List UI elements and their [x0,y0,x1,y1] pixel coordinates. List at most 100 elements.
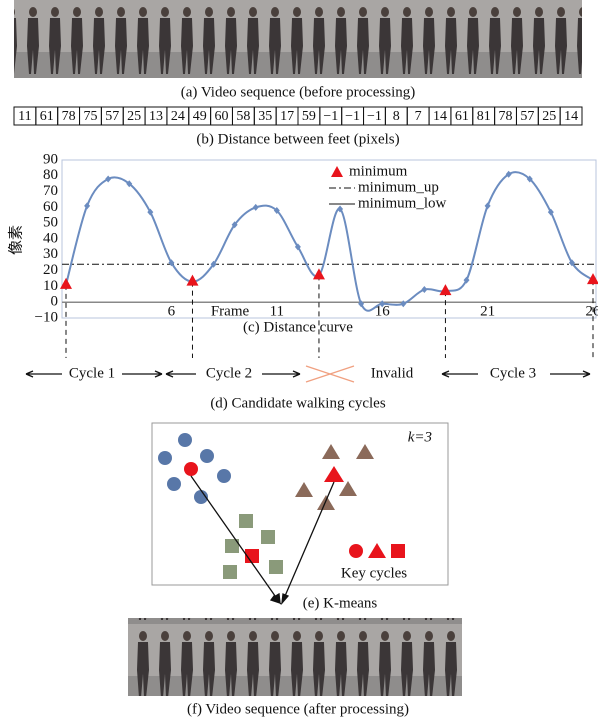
arrow [441,370,478,378]
y-tick-label: 80 [43,167,58,183]
cell-text: 8 [393,109,400,124]
caption-d: (d) Candidate walking cycles [210,395,386,411]
cell-text: 61 [40,109,54,124]
caption-f: (f) Video sequence (after processing) [187,701,409,717]
cell-text: 60 [215,109,229,124]
cell-text: 57 [105,109,119,124]
point-marker [294,243,301,251]
video-strip-after [128,618,462,696]
caption-a: (a) Video sequence (before processing) [181,84,416,100]
cycle-row [25,365,591,383]
cycle-label: Cycle 1 [69,365,115,381]
cell-text: 35 [258,109,272,124]
cell-text: 17 [280,109,294,124]
minimum-marker [439,284,452,296]
minimum-marker [186,274,199,286]
point-marker [484,202,491,210]
point-marker [252,203,259,211]
y-tick-label: 20 [43,262,58,278]
plot-frame [61,159,597,319]
cell-text: 75 [83,109,97,124]
point-marker [463,276,470,284]
cell-text: 24 [171,109,185,124]
point-marker [505,170,512,178]
y-tick-label: 60 [43,199,58,215]
arrow [165,370,196,378]
cell-text: 14 [433,109,447,124]
key-cycles-label: Key cycles [341,565,407,581]
minimum-marker [587,273,598,285]
y-tick-label: 70 [43,183,58,199]
point-marker [400,300,407,308]
arrow [262,370,301,378]
cell-text: −1 [367,109,382,124]
cycle-label: Invalid [371,365,414,381]
point-marker [168,259,175,267]
point-marker [231,221,238,229]
point-marker [273,207,280,215]
point-marker [568,259,575,267]
arrow [550,370,591,378]
y-tick-label: 90 [43,151,58,167]
cell-text: 78 [62,109,76,124]
point-marker [126,180,133,188]
cycle-label: Cycle 2 [206,365,252,381]
cell-text: 25 [542,109,556,124]
cell-text: 81 [477,109,491,124]
y-tick-label: 30 [43,246,58,262]
point-marker [379,300,386,308]
cell-text: 49 [193,109,207,124]
cell-text: 58 [236,109,250,124]
point-marker [147,208,154,216]
caption-e: (e) K-means [303,595,378,611]
kmeans-panel [151,422,449,606]
arrow [25,370,62,378]
cell-text: 59 [302,109,316,124]
cell-text: −1 [323,109,338,124]
cell-text: 13 [149,109,163,124]
arrow [122,370,163,378]
x-tick-label: 16 [375,303,391,319]
cell-text: −1 [345,109,360,124]
point-marker [337,205,344,213]
cell-text: 14 [564,109,578,124]
point-marker [547,208,554,216]
point-marker [526,175,533,183]
point-marker [84,202,91,210]
video-strip-before [14,0,582,78]
chart-title: (c) Distance curve [243,319,353,335]
cell-text: 57 [520,109,534,124]
point-marker [105,175,112,183]
cycle-label: Cycle 3 [490,365,536,381]
invalid-cross [305,365,355,383]
point-marker [210,260,217,268]
x-tick-label: 6 [168,303,176,319]
legend-label: minimum_up [358,179,439,195]
distance-curve [65,171,594,312]
x-tick-label: 11 [270,303,284,319]
y-tick-label: 40 [43,230,58,246]
legend-marker [331,166,343,177]
minimum-marker [60,277,72,289]
y-axis-label: 像素 [7,225,25,255]
x-tick-label: 26 [586,303,598,319]
point-marker [421,286,428,294]
table-cell [559,106,583,126]
cell-text: 7 [415,109,422,124]
cell-text: 11 [18,109,31,124]
legend-label: minimum_low [358,195,447,211]
x-axis-label: Frame [211,303,250,319]
cell-text: 61 [455,109,469,124]
y-tick-label: 50 [43,215,58,231]
minimum-marker [312,268,325,280]
k-label: k=3 [408,429,432,445]
legend-label: minimum [349,163,408,179]
cell-text: 25 [127,109,141,124]
y-tick-label: 0 [51,294,59,310]
y-tick-label: 10 [43,278,58,294]
caption-b: (b) Distance between feet (pixels) [196,131,399,147]
point-marker [358,300,365,308]
cell-text: 78 [499,109,513,124]
x-tick-label: 21 [480,303,495,319]
